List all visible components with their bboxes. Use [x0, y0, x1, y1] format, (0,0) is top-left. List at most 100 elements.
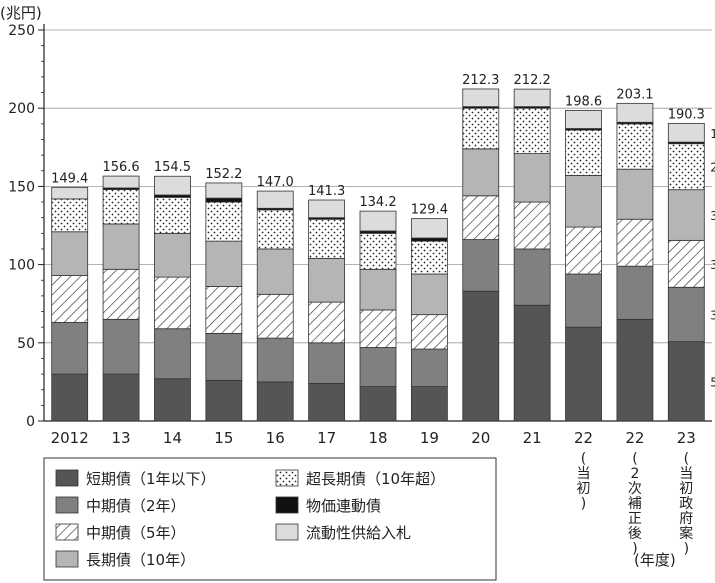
- segment-value-label: 34.8: [710, 308, 715, 322]
- bar-segment: [256, 337, 294, 383]
- x-tick-note: ): [632, 541, 637, 557]
- bar-total-label: 190.3: [668, 107, 705, 122]
- bar-segment: [102, 189, 140, 225]
- bar-segment: [565, 109, 602, 129]
- bar-segment: [410, 237, 448, 242]
- bar-segment: [410, 314, 448, 350]
- legend-swatch: [275, 469, 299, 487]
- bar-segment: [359, 386, 397, 422]
- bar-segment: [616, 265, 654, 320]
- bar-segment: [462, 290, 500, 422]
- bar-segment: [667, 239, 705, 288]
- bar-segment: [410, 348, 448, 387]
- x-tick-label: 20: [471, 429, 490, 447]
- bar-segment: [359, 309, 397, 348]
- bar-segment: [51, 198, 89, 233]
- x-tick-note: 補: [628, 496, 642, 512]
- bar-total-label: 203.1: [616, 87, 653, 102]
- bar-segment: [308, 342, 346, 384]
- bar-total-label: 152.2: [205, 167, 242, 182]
- x-tick-note: 初: [577, 480, 591, 497]
- segment-value-label: 12.0: [710, 127, 715, 141]
- bar-segment: [205, 286, 243, 334]
- x-tick-label: 16: [266, 429, 285, 447]
- bar-segment: [667, 122, 705, 143]
- bar-segment: [51, 186, 89, 200]
- bar-segment: [102, 318, 140, 375]
- bar-segment: [513, 153, 551, 203]
- legend-label: 中期債（2年）: [86, 497, 186, 515]
- bar-segment: [308, 218, 346, 259]
- x-tick-label: 21: [523, 429, 542, 447]
- bar-segment: [205, 379, 243, 422]
- bar-total-label: 156.6: [102, 160, 139, 175]
- bar-segment: [256, 190, 294, 209]
- bar-segment: [565, 129, 602, 176]
- bar-segment: [410, 273, 448, 316]
- y-axis-unit-label: (兆円): [0, 4, 42, 22]
- legend-swatch: [55, 550, 79, 568]
- bar-segment: [308, 301, 346, 344]
- bar-segment: [513, 88, 551, 108]
- bar-segment: [205, 333, 243, 381]
- bar-segment: [51, 373, 89, 422]
- bar-segment: [256, 293, 294, 339]
- legend-label: 物価連動債: [306, 497, 381, 515]
- x-tick-note: 府: [679, 511, 693, 527]
- bar-segment: [102, 223, 140, 270]
- bar-segment: [51, 275, 89, 323]
- bar-segment: [308, 199, 346, 219]
- y-tick-label: 200: [8, 101, 35, 117]
- bar-segment: [102, 268, 140, 320]
- legend-swatch: [55, 523, 79, 541]
- bar-total-label: 198.6: [565, 94, 602, 109]
- legend-label: 短期債（1年以下）: [86, 470, 216, 488]
- bar-segment: [513, 107, 551, 154]
- x-tick-note: 初: [679, 480, 693, 497]
- bar-segment: [410, 240, 448, 275]
- bar-segment: [513, 304, 551, 422]
- bar-segment: [51, 231, 89, 276]
- bar-total-label: 129.4: [411, 203, 448, 218]
- x-tick-note: 案: [679, 525, 693, 542]
- x-tick-label: 2012: [51, 429, 89, 447]
- x-tick-note: (: [581, 451, 586, 467]
- bar-segment: [308, 383, 346, 422]
- x-tick-note: (: [632, 451, 637, 467]
- bar-segment: [205, 197, 243, 203]
- bar-segment: [565, 273, 602, 328]
- segment-value-label: 29.4: [710, 161, 715, 175]
- bar-segment: [667, 189, 705, 241]
- bar-segment: [154, 378, 191, 422]
- bar-segment: [410, 386, 448, 422]
- x-tick-label: 19: [420, 429, 439, 447]
- legend-swatch: [275, 523, 299, 541]
- bar-total-label: 212.3: [462, 73, 499, 88]
- x-tick-note: 正: [628, 511, 642, 527]
- bar-segment: [513, 248, 551, 306]
- bars: [51, 88, 705, 422]
- bar-segment: [616, 102, 654, 123]
- bar-segment: [154, 196, 191, 234]
- x-tick-note: 次: [628, 481, 642, 497]
- bar-segment: [410, 218, 448, 239]
- y-tick-label: 100: [8, 258, 35, 274]
- segment-value-label: 32.4: [710, 209, 715, 223]
- legend-frame: [43, 457, 497, 581]
- bar-segment: [462, 239, 500, 292]
- bar-total-label: 212.2: [514, 73, 551, 88]
- bar-segment: [616, 218, 654, 267]
- labels: 149.4 2012 156.6 13 154.5 14 152.2 15 147.0 16 141…: [51, 73, 715, 557]
- bar-segment: [256, 381, 294, 422]
- bar-segment: [616, 123, 654, 170]
- y-tick-label: 150: [8, 179, 35, 195]
- x-tick-label: 13: [112, 429, 131, 447]
- legend-label: 中期債（5年）: [86, 524, 186, 542]
- x-tick-label: 23: [677, 429, 696, 447]
- bar-segment: [359, 347, 397, 387]
- x-tick-note: 政: [679, 496, 693, 512]
- x-tick-note: 後: [628, 526, 642, 542]
- bar-segment: [616, 168, 654, 220]
- legend-label: 流動性供給入札: [306, 524, 411, 542]
